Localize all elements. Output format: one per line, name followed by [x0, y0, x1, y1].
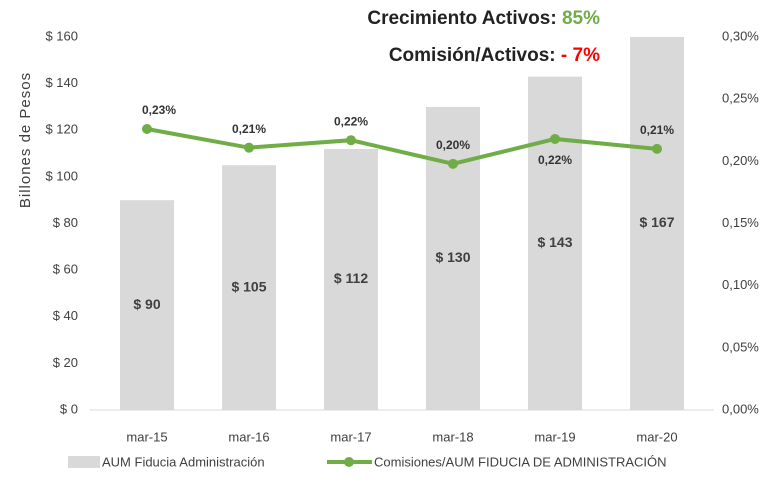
y-tick-label: $ 100 [45, 168, 78, 183]
y-tick-label: $ 120 [45, 122, 78, 137]
bar-value-label: $ 167 [639, 214, 674, 230]
bar-value-label: $ 130 [435, 249, 470, 265]
bar-value-label: $ 112 [334, 270, 368, 286]
y2-tick-label: 0,00% [722, 401, 759, 416]
line-value-label: 0,20% [436, 138, 470, 152]
line-value-label: 0,21% [640, 123, 674, 137]
line-marker [142, 124, 152, 135]
headline-1: Crecimiento Activos: 85% [367, 8, 600, 29]
y-tick-label: $ 0 [60, 401, 78, 416]
y-tick-label: $ 40 [53, 308, 78, 323]
line-marker [244, 142, 254, 153]
headline-2: Comisión/Activos: - 7% [389, 45, 600, 66]
line [146, 127, 658, 166]
legend-label: Comisiones/AUM FIDUCIA DE ADMINISTRACIÓN [374, 454, 667, 469]
y-tick-label: $ 160 [45, 28, 78, 43]
x-tick-label: mar-18 [432, 429, 473, 444]
plot [120, 37, 684, 410]
bar [324, 148, 378, 410]
bar-value-label: $ 143 [537, 234, 572, 250]
y-tick-label: $ 60 [53, 262, 78, 277]
headline-label: Crecimiento Activos: [367, 8, 556, 29]
y2-tick-label: 0,10% [722, 277, 759, 292]
line-value-label: 0,22% [538, 153, 572, 167]
headline-value: - 7% [561, 45, 600, 66]
y-tick-label: $ 20 [53, 355, 78, 370]
bar [222, 165, 276, 410]
legend-swatch [68, 456, 100, 468]
y2-tick-label: 0,20% [722, 153, 759, 168]
legend-marker [344, 457, 354, 467]
x-tick-label: mar-15 [126, 429, 167, 444]
headline-label: Comisión/Activos: [389, 45, 556, 66]
bar [528, 76, 582, 410]
y2-tick-label: 0,15% [722, 215, 759, 230]
headline-value: 85% [562, 8, 600, 29]
y2-tick-label: 0,25% [722, 91, 759, 106]
x-tick-label: mar-17 [330, 429, 371, 444]
bar-value-label: $ 105 [231, 278, 266, 294]
y-tick-label: $ 80 [53, 215, 78, 230]
line-value-label: 0,22% [334, 114, 368, 128]
bar [630, 37, 684, 410]
y-axis-label: Billones de Pesos [17, 72, 34, 208]
bar-value-label: $ 90 [133, 296, 160, 312]
x-tick-label: mar-20 [636, 429, 677, 444]
legend-label: AUM Fiducia Administración [102, 454, 265, 469]
line-marker [448, 158, 458, 169]
line-marker [652, 143, 662, 154]
line-marker [346, 135, 356, 146]
bar [120, 200, 174, 410]
x-tick-label: mar-16 [228, 429, 269, 444]
y2-tick-label: 0,30% [722, 28, 759, 43]
y-tick-label: $ 140 [45, 75, 78, 90]
x-tick-label: mar-19 [534, 429, 575, 444]
line-marker [550, 133, 560, 144]
line-value-label: 0,23% [142, 103, 176, 117]
line-value-label: 0,21% [232, 122, 266, 136]
y2-tick-label: 0,05% [722, 339, 759, 354]
